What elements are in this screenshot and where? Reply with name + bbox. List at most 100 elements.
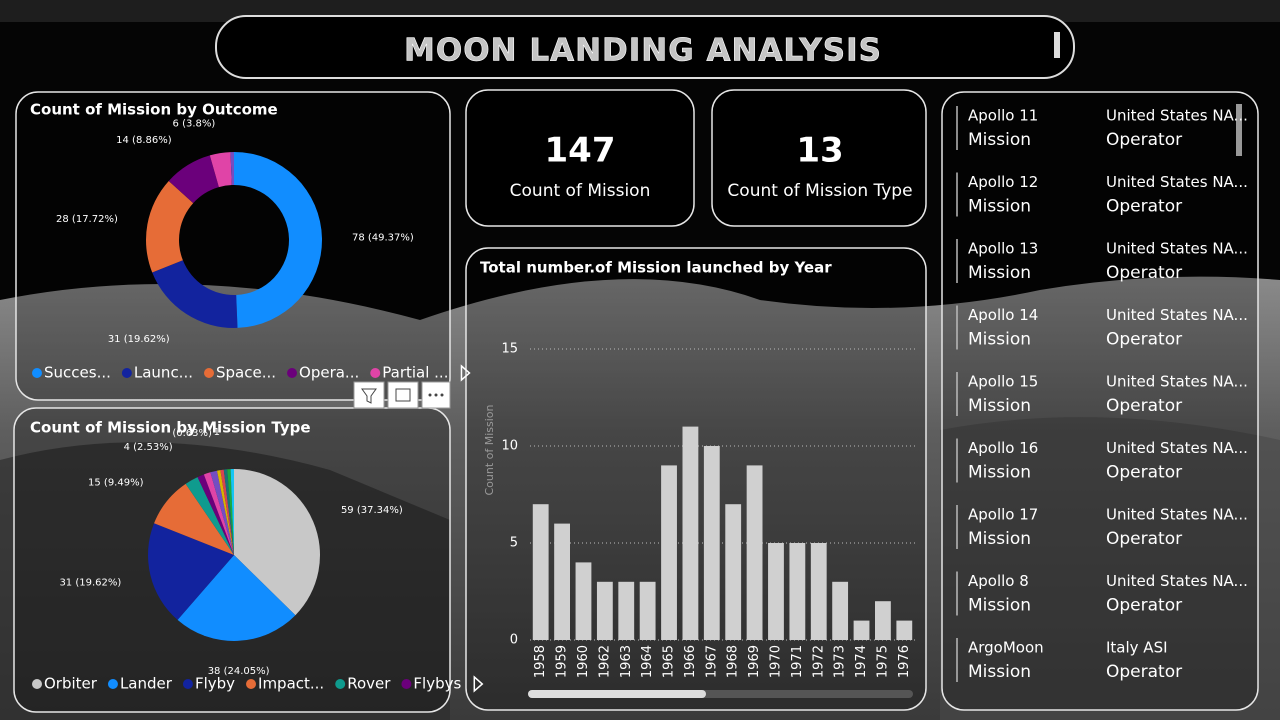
- bar[interactable]: [639, 581, 656, 640]
- operator-name[interactable]: United States NA...: [1106, 240, 1248, 258]
- operator-name[interactable]: United States NA...: [1106, 572, 1248, 590]
- slice[interactable]: [209, 152, 232, 188]
- x-tick-label: 1971: [790, 645, 805, 678]
- filter-icon: [361, 388, 377, 404]
- slice[interactable]: [234, 469, 320, 616]
- legend-label[interactable]: Space...: [216, 364, 276, 382]
- bar[interactable]: [661, 465, 677, 640]
- legend-label[interactable]: Launc...: [134, 364, 193, 382]
- slice[interactable]: [148, 523, 234, 620]
- operator-name[interactable]: United States NA...: [1106, 306, 1248, 324]
- legend-label[interactable]: Flyby: [195, 675, 235, 693]
- operator-name[interactable]: United States NA...: [1106, 506, 1248, 524]
- bar[interactable]: [768, 543, 784, 640]
- kpi-label: Count of Mission Type: [727, 181, 912, 201]
- bar[interactable]: [596, 581, 613, 640]
- mission-name[interactable]: Apollo 16: [968, 439, 1038, 457]
- legend-label[interactable]: Lander: [120, 675, 173, 693]
- x-tick-label: 1959: [555, 645, 570, 678]
- x-tick-label: 1966: [683, 645, 698, 678]
- mission-name[interactable]: Apollo 17: [968, 506, 1038, 524]
- list-scrollbar[interactable]: [1236, 104, 1242, 156]
- mission-name[interactable]: Apollo 11: [968, 107, 1038, 125]
- data-label: (0.63%): [172, 428, 212, 439]
- legend-label[interactable]: Partial ...: [382, 364, 448, 382]
- operator-role: Operator: [1106, 596, 1182, 616]
- slice[interactable]: [203, 472, 234, 555]
- bar[interactable]: [875, 601, 891, 640]
- data-label: 4 (2.53%): [124, 442, 173, 453]
- slice[interactable]: [217, 470, 234, 555]
- operator-name[interactable]: United States NA...: [1106, 373, 1248, 391]
- slice[interactable]: [146, 180, 194, 273]
- legend-label[interactable]: Rover: [347, 675, 391, 693]
- x-tick-label: 1973: [833, 645, 848, 678]
- panel: [711, 89, 927, 227]
- operator-name[interactable]: United States NA...: [1106, 107, 1248, 125]
- slice[interactable]: [230, 152, 234, 186]
- bar[interactable]: [746, 465, 763, 640]
- slice[interactable]: [154, 483, 234, 555]
- operator-role: Operator: [1106, 463, 1182, 483]
- legend-label[interactable]: Flybys: [413, 675, 461, 693]
- slice[interactable]: [230, 469, 234, 555]
- bar[interactable]: [618, 581, 635, 640]
- bar[interactable]: [725, 504, 742, 640]
- rocks: [940, 417, 1280, 720]
- legend-label[interactable]: Orbiter: [44, 675, 98, 693]
- mission-kind: Mission: [968, 130, 1031, 150]
- slice[interactable]: [168, 155, 219, 204]
- legend-marker: [370, 368, 381, 378]
- scrollbar-thumb[interactable]: [528, 690, 706, 698]
- slice[interactable]: [185, 477, 234, 555]
- mission-kind: Mission: [968, 463, 1031, 483]
- data-label: 1: [214, 427, 220, 438]
- x-tick-label: 1969: [747, 645, 762, 678]
- data-label: 15 (9.49%): [88, 477, 144, 488]
- legend-label[interactable]: Impact...: [258, 675, 324, 693]
- mission-name[interactable]: Apollo 12: [968, 173, 1038, 191]
- mission-name[interactable]: Apollo 15: [968, 373, 1038, 391]
- operator-role: Operator: [1106, 130, 1182, 150]
- slice[interactable]: [234, 152, 323, 328]
- mission-name[interactable]: Apollo 13: [968, 240, 1038, 258]
- legend-label[interactable]: Succes...: [44, 364, 111, 382]
- legend-marker: [182, 679, 193, 689]
- operator-role: Operator: [1106, 330, 1182, 350]
- operator-name[interactable]: United States NA...: [1106, 439, 1248, 457]
- bar[interactable]: [532, 504, 549, 640]
- x-tick-label: 1963: [619, 645, 634, 678]
- operator-name[interactable]: Italy ASI: [1106, 639, 1168, 657]
- x-tick-label: 1972: [811, 645, 826, 678]
- bar[interactable]: [575, 562, 592, 640]
- slice[interactable]: [223, 469, 234, 555]
- filter-button[interactable]: [353, 381, 385, 409]
- kpi-value: 13: [796, 131, 843, 171]
- legend-label[interactable]: Opera...: [299, 364, 359, 382]
- bar[interactable]: [703, 446, 720, 640]
- legend-next[interactable]: [473, 675, 484, 693]
- slice[interactable]: [177, 555, 296, 642]
- slice[interactable]: [220, 469, 234, 555]
- x-tick-label: 1976: [897, 645, 912, 678]
- focus-button[interactable]: [387, 381, 419, 409]
- bar[interactable]: [789, 543, 806, 640]
- operator-role: Operator: [1106, 662, 1182, 682]
- mission-name[interactable]: ArgoMoon: [968, 639, 1044, 657]
- y-axis-title: Count of Mission: [483, 404, 496, 495]
- slice[interactable]: [197, 474, 234, 555]
- operator-name[interactable]: United States NA...: [1106, 173, 1248, 191]
- mission-name[interactable]: Apollo 8: [968, 572, 1029, 590]
- slice[interactable]: [152, 260, 238, 328]
- bar[interactable]: [682, 426, 699, 640]
- bar[interactable]: [832, 581, 849, 640]
- mission-name[interactable]: Apollo 14: [968, 306, 1038, 324]
- slice[interactable]: [227, 469, 234, 555]
- legend-next[interactable]: [460, 364, 471, 382]
- slice[interactable]: [210, 470, 234, 555]
- bar[interactable]: [554, 523, 570, 640]
- bar[interactable]: [810, 543, 827, 640]
- bar[interactable]: [853, 620, 870, 640]
- mission-kind: Mission: [968, 197, 1031, 217]
- bar[interactable]: [896, 620, 913, 640]
